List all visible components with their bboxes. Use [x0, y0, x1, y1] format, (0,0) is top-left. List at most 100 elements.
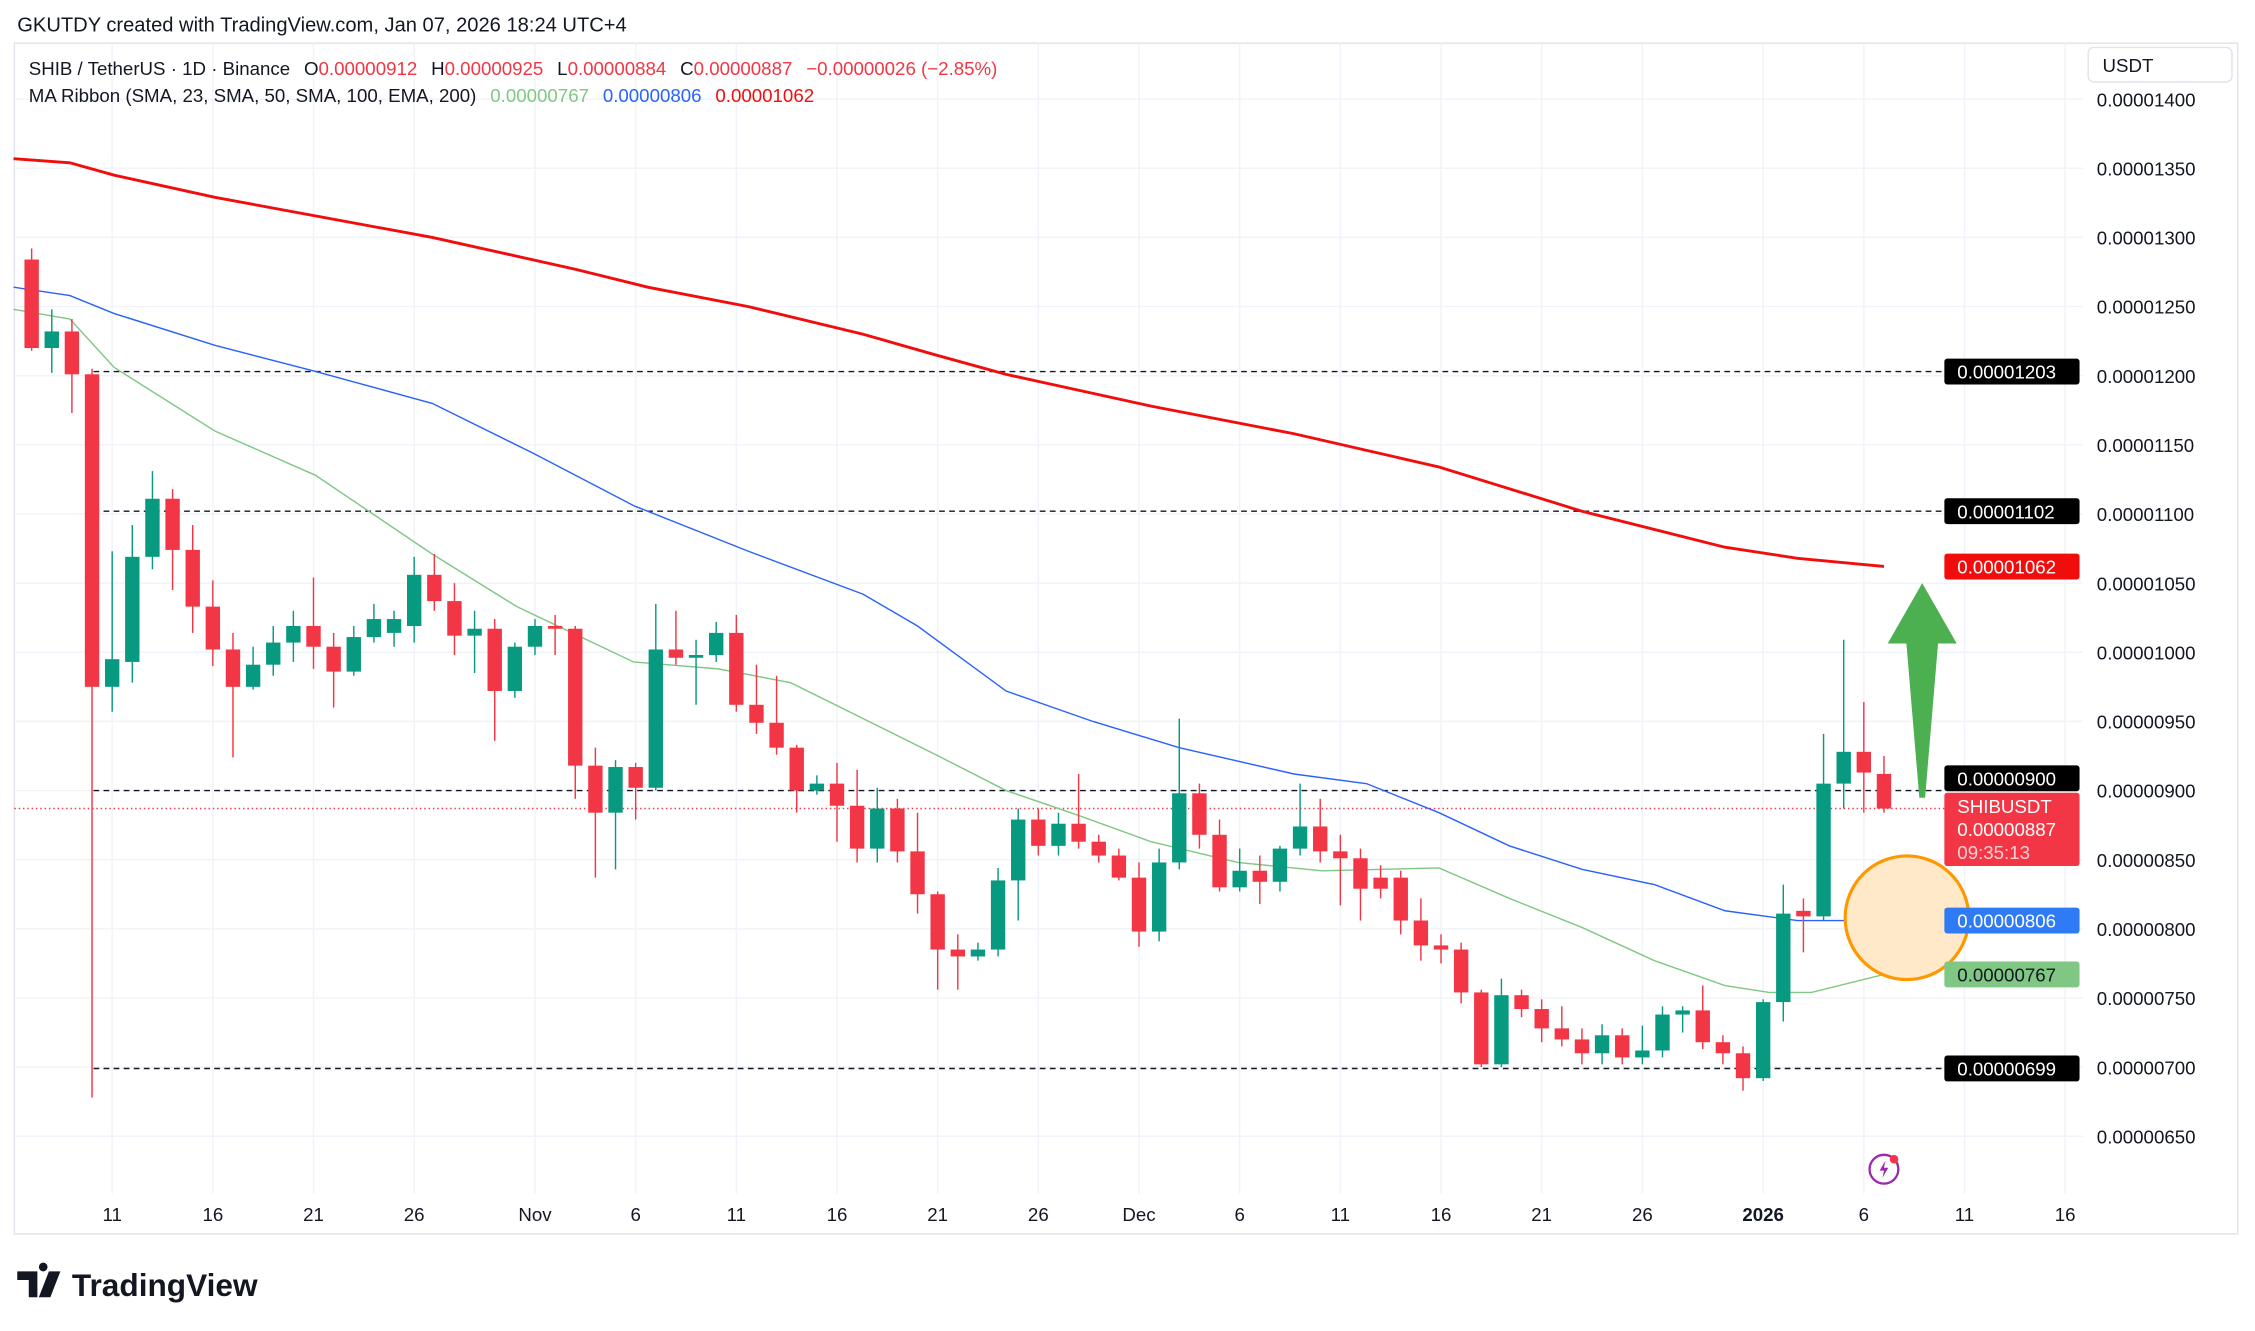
candle-body [1313, 826, 1328, 852]
ma-price-tag [1944, 553, 2080, 580]
candle [507, 642, 523, 698]
candle [1111, 848, 1127, 881]
candle [809, 775, 825, 795]
candle [588, 747, 603, 878]
candle-body [588, 765, 603, 813]
candle-body [84, 374, 100, 687]
candle-body [1635, 1050, 1650, 1058]
ma-price-tag-label: 0.00000806 [1957, 911, 2056, 932]
currency-button[interactable]: USDT [2087, 46, 2233, 83]
ma-price-tag [1944, 961, 2080, 988]
candle [1574, 1028, 1590, 1065]
candle-body [1856, 751, 1872, 773]
candle-body [1755, 1002, 1771, 1079]
candle-body [1514, 995, 1529, 1010]
price-tick-label: 0.00000750 [2097, 988, 2196, 1009]
candle [527, 619, 543, 656]
candle [1151, 848, 1167, 942]
candle [1695, 985, 1710, 1050]
candle-body [1373, 877, 1388, 889]
candle [1373, 865, 1388, 899]
candle-body [568, 628, 583, 766]
time-axis[interactable]: 11 16 21 26 Nov 6 11 16 21 26 Dec 6 11 16 21 26 2026 6 11 1… [102, 1204, 2075, 1225]
candle-body [1615, 1035, 1630, 1058]
green-up-arrow[interactable] [1887, 583, 1957, 798]
candle [789, 744, 804, 813]
lightning-icon[interactable] [1868, 1153, 1900, 1185]
ma-line-ema200 [13, 157, 1885, 568]
tradingview-logo[interactable]: TradingView [17, 1262, 258, 1303]
candle-body [1453, 949, 1469, 993]
price-axis[interactable]: 0.00001400 0.00001350 0.00001300 0.00001250… [2097, 89, 2196, 1147]
candle [1836, 639, 1851, 809]
price-tick-label: 0.00001050 [2097, 573, 2196, 594]
level-price-tag [1944, 1055, 2080, 1082]
svg-text:MA Ribbon (SMA, 23, SMA, 50, S: MA Ribbon (SMA, 23, SMA, 50, SMA, 100, E… [29, 85, 814, 106]
last-price-tag [1944, 792, 2080, 867]
time-tick-label: 6 [1859, 1204, 1869, 1225]
candle [1172, 718, 1187, 870]
candle [104, 551, 120, 712]
time-tick-label: 11 [1331, 1204, 1350, 1225]
candle-body [890, 808, 905, 852]
ma-line-sma23 [13, 308, 1885, 994]
time-tick-label: 16 [202, 1204, 223, 1225]
candle [709, 621, 724, 662]
candle [1655, 1006, 1670, 1058]
candle [930, 891, 945, 990]
candle [1232, 848, 1247, 892]
horizontal-levels[interactable] [14, 370, 1945, 1070]
candle-body [809, 783, 825, 791]
candle-body [366, 619, 382, 638]
time-tick-label: 21 [1531, 1204, 1552, 1225]
price-tick-label: 0.00000850 [2097, 850, 2196, 871]
candle-body [547, 625, 563, 629]
level-price-tag [1944, 358, 2080, 385]
time-tick-label: 6 [1234, 1204, 1244, 1225]
candle [890, 798, 905, 863]
candle-body [990, 880, 1006, 950]
candle-body [1353, 858, 1368, 889]
candle [84, 368, 100, 1098]
candle-body [1393, 877, 1408, 921]
candle [990, 867, 1006, 957]
candle [1313, 798, 1328, 863]
candle [668, 610, 684, 665]
sma23-value: 0.00000767 [490, 85, 589, 106]
candle [1615, 1028, 1630, 1065]
candle [1413, 898, 1429, 961]
level-price-tag-label: 0.00000900 [1957, 769, 2056, 790]
candle-body [467, 628, 482, 636]
candle-body [1272, 848, 1288, 882]
close-label: C [680, 58, 694, 79]
candle-body [1534, 1009, 1549, 1029]
price-tick-label: 0.00001250 [2097, 297, 2196, 318]
candles [24, 248, 1892, 1098]
candle [225, 632, 241, 758]
time-tick-label: 11 [102, 1204, 121, 1225]
candle-body [1172, 793, 1187, 863]
candle-body [749, 704, 764, 723]
candle [1675, 1006, 1690, 1033]
candle [568, 625, 583, 799]
chart-pane[interactable] [13, 42, 2239, 1235]
candle-body [306, 625, 321, 647]
price-tick-label: 0.00001350 [2097, 158, 2196, 179]
candle [1252, 855, 1267, 904]
candle [1514, 989, 1529, 1018]
last-price-label: 0.00000887 [1957, 819, 2056, 840]
candle [366, 603, 382, 643]
candle-body [1876, 773, 1892, 809]
candle-body [668, 649, 684, 658]
time-tick-label: 16 [2055, 1204, 2076, 1225]
time-tick-label: 26 [1028, 1204, 1049, 1225]
countdown-label: 09:35:13 [1957, 842, 2030, 863]
candle [950, 934, 965, 990]
price-tick-label: 0.00001200 [2097, 366, 2196, 387]
candle-body [266, 642, 281, 665]
candle [125, 525, 140, 683]
candle [1393, 870, 1408, 935]
candle-body [648, 649, 663, 788]
candle-body [24, 259, 39, 349]
ma-ribbon [13, 157, 1885, 994]
